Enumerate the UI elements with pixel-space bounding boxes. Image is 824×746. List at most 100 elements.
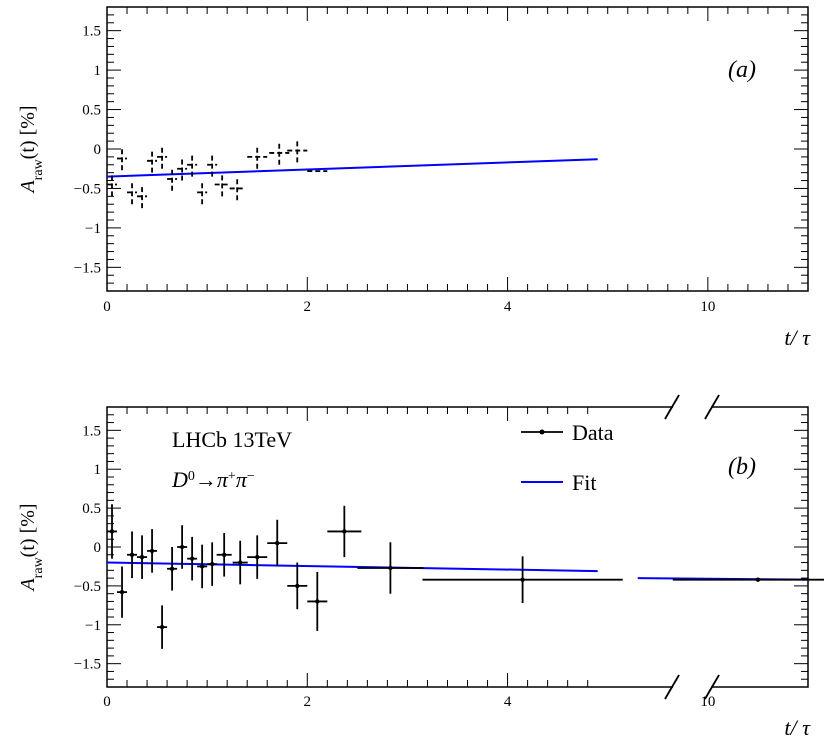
y-tick-label: 1 — [94, 462, 102, 478]
axis-break-mark — [664, 394, 680, 420]
data-marker — [342, 529, 347, 534]
fit-line — [106, 158, 598, 178]
data-marker — [119, 589, 125, 595]
annotation-decay-pi-minus-sup: − — [247, 469, 255, 484]
legend-data-marker — [539, 429, 545, 435]
data-point — [187, 152, 198, 177]
data-point — [422, 556, 623, 603]
axis-break-gap — [673, 683, 711, 691]
y-axis-label-sub: raw — [31, 158, 46, 180]
data-point — [127, 531, 138, 579]
data-point — [157, 605, 168, 649]
annotation-decay: D0→π+π− — [171, 467, 255, 492]
data-marker — [388, 565, 393, 571]
data-marker — [179, 544, 185, 550]
data-point — [672, 577, 824, 582]
y-tick-label: 1.5 — [82, 24, 101, 40]
panel-b: 1.5 1 0.5 0 −0.5 −1 −1.5 0 2 4 10 Araw(t) [%] t/ τ (b… — [17, 394, 824, 740]
data-point — [247, 145, 268, 169]
data-point — [147, 149, 158, 173]
data-marker — [139, 554, 145, 560]
data-point — [117, 146, 128, 171]
data-point — [107, 172, 118, 197]
y-tick-label: −1.5 — [74, 260, 101, 276]
axis-break-gap — [673, 403, 711, 411]
y-axis-label-sub: raw — [31, 556, 46, 578]
x-tick-label: 2 — [304, 694, 312, 710]
annotation-decay-pi-plus-sup: + — [228, 469, 236, 484]
x-tick-label: 0 — [103, 299, 111, 315]
data-point — [207, 152, 218, 177]
data-point — [207, 542, 218, 586]
x-tick-label: 4 — [504, 694, 512, 710]
y-tick-label: −1.5 — [74, 657, 101, 673]
data-marker — [255, 554, 260, 560]
x-axis-label: t/ τ — [784, 325, 811, 350]
y-tick-label: 1 — [94, 63, 102, 79]
legend: Data Fit — [521, 420, 614, 495]
x-tick-label: 2 — [304, 299, 312, 315]
data-point — [267, 519, 288, 567]
data-marker — [755, 577, 761, 582]
annotation-decay-arrow: →π — [195, 467, 229, 492]
y-axis-label-main: A — [17, 180, 39, 195]
legend-fit-label: Fit — [572, 470, 596, 495]
y-tick-label: −0.5 — [74, 579, 101, 595]
y-tick-label: 0.5 — [82, 103, 101, 119]
y-tick-label: 0 — [94, 142, 102, 158]
axis-break-mark — [704, 674, 720, 700]
annotation-decay-d-sup: 0 — [188, 469, 195, 484]
data-point — [137, 535, 148, 579]
panel-label: (b) — [728, 454, 756, 480]
y-tick-label: 1.5 — [82, 423, 101, 439]
y-axis-label-arg: (t) [%] — [17, 105, 39, 159]
data-point — [229, 176, 245, 201]
data-marker — [149, 548, 155, 554]
data-point — [117, 566, 128, 618]
data-point — [327, 505, 362, 558]
x-axis-label: t/ τ — [784, 715, 811, 740]
y-tick-label: 0.5 — [82, 501, 101, 517]
data-marker — [169, 566, 175, 571]
data-point — [287, 562, 308, 610]
data-point — [232, 540, 248, 585]
data-marker — [199, 564, 205, 569]
x-tick-label: 0 — [103, 694, 111, 710]
data-marker — [315, 599, 320, 604]
data-point — [137, 184, 148, 209]
data-marker — [109, 529, 115, 534]
y-tick-label: 0 — [94, 540, 102, 556]
data-marker — [237, 560, 243, 565]
y-axis-label: Araw(t) [%] — [17, 503, 46, 592]
y-tick-label: −1 — [85, 618, 101, 634]
plot-frame — [106, 6, 809, 292]
data-point — [177, 156, 188, 181]
legend-data-label: Data — [572, 420, 614, 445]
data-point — [167, 547, 178, 591]
data-point — [197, 544, 208, 589]
data-point — [269, 141, 290, 165]
fit-line — [106, 561, 598, 573]
data-marker — [209, 561, 215, 567]
axis-break-mark — [664, 674, 680, 700]
data-marker — [221, 552, 227, 557]
data-marker — [295, 583, 300, 589]
annotation-decay-d: D — [171, 467, 188, 492]
data-point — [214, 172, 230, 197]
data-marker — [520, 577, 525, 582]
annotation-decay-pi: π — [236, 467, 248, 492]
data-point — [287, 138, 308, 163]
x-tick-label: 10 — [700, 694, 715, 710]
data-point — [247, 535, 268, 579]
data-marker — [159, 624, 165, 630]
panel-a: 1.5 1 0.5 0 −0.5 −1 −1.5 0 2 4 10 Araw(t) [%] t/ τ (a… — [17, 6, 811, 350]
axis-break-mark — [704, 394, 720, 420]
x-tick-label: 4 — [504, 299, 512, 315]
data-point — [197, 180, 208, 205]
data-marker — [189, 556, 195, 561]
data-point — [357, 542, 424, 594]
y-tick-label: −1 — [85, 221, 101, 237]
data-point — [167, 167, 178, 191]
data-marker — [129, 552, 135, 557]
data-point — [307, 571, 328, 631]
